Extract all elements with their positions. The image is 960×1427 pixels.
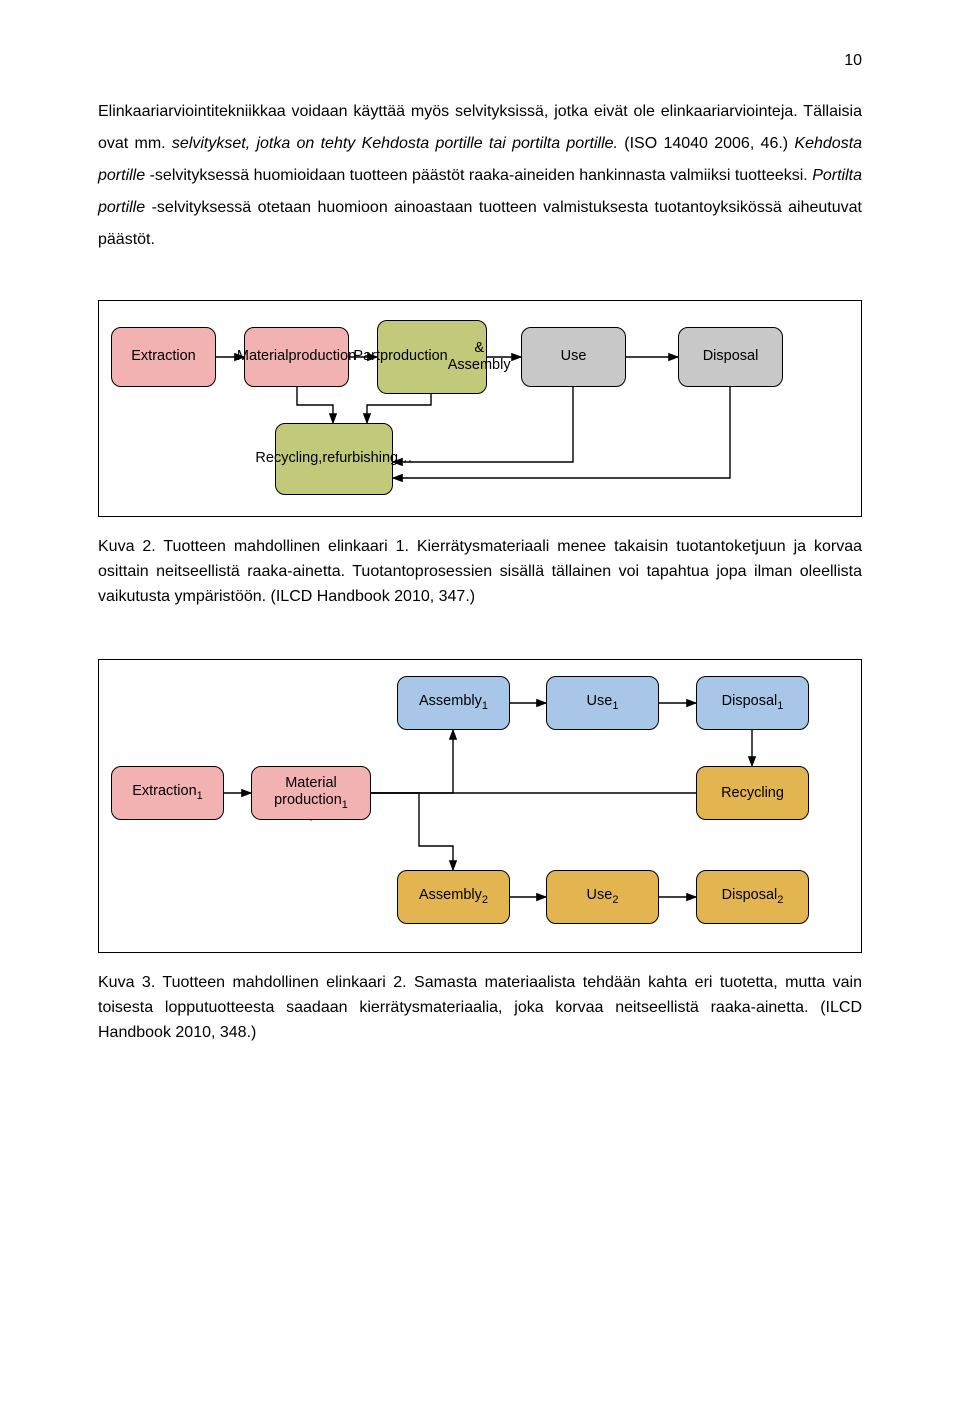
d2-disposal1: Disposal1 [696, 676, 809, 730]
d2-recycling: Recycling [696, 766, 809, 820]
caption-2: Kuva 3. Tuotteen mahdollinen elinkaari 2… [98, 971, 862, 1045]
d1-extraction: Extraction [111, 327, 216, 387]
d2-use2: Use2 [546, 870, 659, 924]
d2-extraction: Extraction1 [111, 766, 224, 820]
d2-material: Materialproduction1 [251, 766, 371, 820]
diagram-2-frame: Assembly1 Use1 Disposal1 Extraction1 Materia… [98, 659, 862, 953]
caption-1: Kuva 2. Tuotteen mahdollinen elinkaari 1… [98, 535, 862, 609]
d1-material: Materialproduction [244, 327, 349, 387]
d1-recycling: Recycling,refurbishing… [275, 423, 393, 495]
diagram-1: Extraction Materialproduction Partproducti… [111, 317, 849, 502]
diagram-2: Assembly1 Use1 Disposal1 Extraction1 Materia… [111, 676, 849, 938]
d2-assembly2: Assembly2 [397, 870, 510, 924]
d1-disposal: Disposal [678, 327, 783, 387]
page-number: 10 [98, 52, 862, 70]
paragraph-intro: Elinkaariarviointitekniikkaa voidaan käy… [98, 96, 862, 256]
d1-part: Partproduction& Assembly [377, 320, 487, 394]
document-page: 10 Elinkaariarviointitekniikkaa voidaan … [0, 0, 960, 1156]
d2-disposal2: Disposal2 [696, 870, 809, 924]
d1-use: Use [521, 327, 626, 387]
d2-assembly1: Assembly1 [397, 676, 510, 730]
d2-use1: Use1 [546, 676, 659, 730]
diagram-1-frame: Extraction Materialproduction Partproducti… [98, 300, 862, 517]
